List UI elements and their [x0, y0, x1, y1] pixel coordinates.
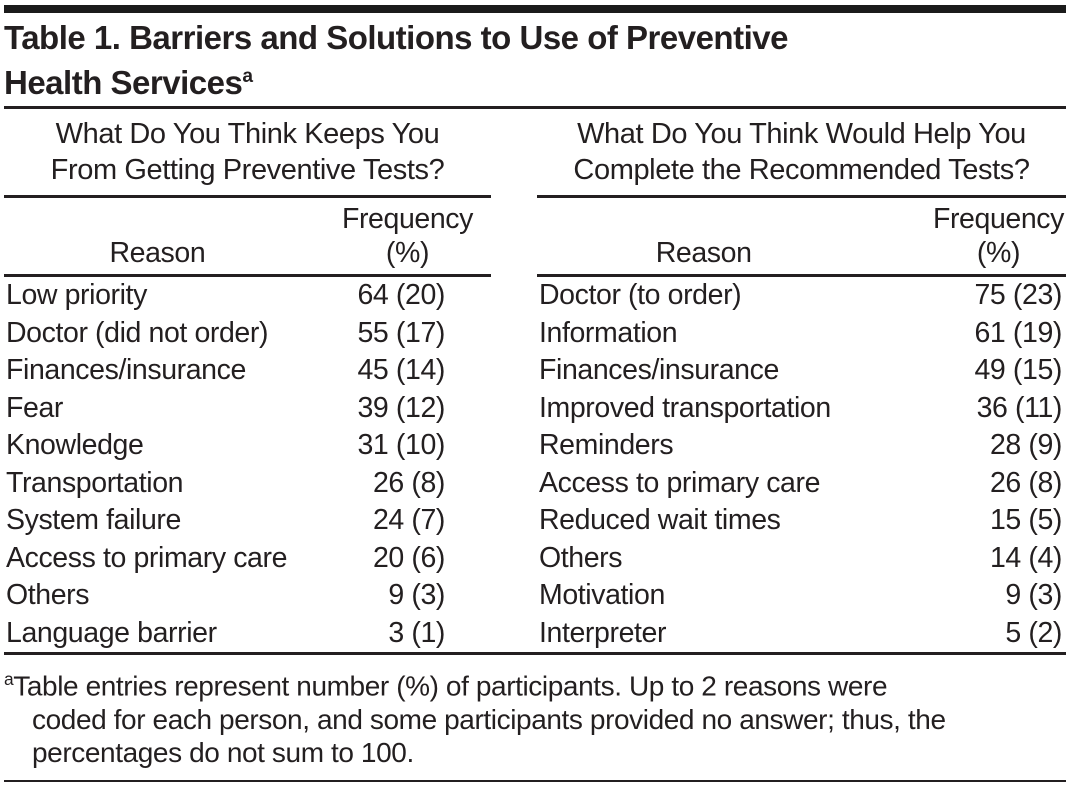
reason-cell: Access to primary care — [6, 541, 288, 574]
frequency-cell: 3 (1) — [388, 616, 445, 649]
solutions-panel: What Do You Think Would Help You Complet… — [537, 109, 1066, 652]
reason-cell: Others — [539, 541, 623, 574]
table-row: Low priority 64 (20) — [4, 277, 491, 315]
table-row: Others 9 (3) — [4, 577, 491, 615]
table-row: Finances/insurance 45 (14) — [4, 352, 491, 390]
table-row: Access to primary care 26 (8) — [537, 465, 1066, 503]
reason-cell: Transportation — [6, 466, 184, 499]
frequency-cell: 45 (14) — [357, 354, 445, 386]
barriers-question-line2: From Getting Preventive Tests? — [50, 154, 445, 186]
barriers-column-header: Reason Frequency (%) — [4, 198, 491, 277]
reason-cell: Doctor (did not order) — [6, 316, 269, 349]
title-divider — [4, 106, 1066, 109]
reason-cell: Reminders — [539, 429, 674, 461]
frequency-cell: 61 (19) — [974, 316, 1062, 349]
reason-cell: Improved transportation — [539, 391, 831, 424]
reason-cell: Others — [6, 579, 90, 611]
solutions-rows: Doctor (to order) 75 (23) Information 61 (1… — [537, 277, 1066, 652]
table-row: Doctor (to order) 75 (23) — [537, 277, 1066, 315]
frequency-cell: 28 (9) — [989, 429, 1062, 461]
table-row: Fear 39 (12) — [4, 390, 491, 428]
table-row: Transportation 26 (8) — [4, 465, 491, 503]
table-row: Improved transportation 36 (11) — [537, 390, 1066, 428]
reason-cell: Motivation — [539, 579, 665, 611]
table-row: System failure 24 (7) — [4, 502, 491, 540]
table-row: Reduced wait times 15 (5) — [537, 502, 1066, 540]
frequency-cell: 64 (20) — [357, 279, 445, 311]
frequency-cell: 39 (12) — [357, 391, 445, 424]
table-title: Table 1. Barriers and Solutions to Use o… — [4, 18, 1066, 102]
solutions-question-line2: Complete the Recommended Tests? — [573, 154, 1030, 186]
frequency-cell: 49 (15) — [974, 354, 1062, 386]
footnote-line: coded for each person, and some particip… — [32, 703, 946, 735]
reason-cell: Doctor (to order) — [539, 279, 742, 311]
table-row: Information 61 (19) — [537, 315, 1066, 353]
reason-cell: Interpreter — [539, 616, 667, 649]
table-title-line1: Table 1. Barriers and Solutions to Use o… — [4, 19, 788, 56]
table-title-line2: Health Servicesa — [4, 64, 253, 101]
reason-column-header: Reason — [655, 237, 752, 269]
reason-cell: Information — [539, 316, 678, 349]
reason-cell: Knowledge — [6, 429, 144, 461]
reason-cell: Access to primary care — [539, 466, 821, 499]
reason-cell: Finances/insurance — [539, 354, 779, 386]
barriers-panel: What Do You Think Keeps You From Getting… — [4, 109, 491, 652]
reason-cell: Reduced wait times — [539, 504, 781, 536]
table-row: Interpreter 5 (2) — [537, 615, 1066, 653]
solutions-question: What Do You Think Would Help You Complet… — [537, 109, 1066, 198]
frequency-column-header: Frequency (%) — [932, 203, 1064, 269]
frequency-cell: 24 (7) — [372, 504, 445, 536]
footnote-marker: a — [4, 669, 14, 689]
table-title-superscript: a — [242, 66, 253, 87]
table-row: Access to primary care 20 (6) — [4, 540, 491, 578]
frequency-cell: 9 (3) — [388, 579, 445, 611]
frequency-cell: 26 (8) — [372, 466, 445, 499]
reason-cell: System failure — [6, 504, 181, 536]
frequency-column-header: Frequency (%) — [341, 203, 473, 269]
body-footnote-divider — [4, 652, 1066, 655]
top-bar-rule — [4, 5, 1066, 13]
frequency-cell: 75 (23) — [974, 279, 1062, 311]
frequency-cell: 14 (4) — [989, 541, 1062, 574]
table-row: Finances/insurance 49 (15) — [537, 352, 1066, 390]
frequency-cell: 20 (6) — [372, 541, 445, 574]
solutions-column-header: Reason Frequency (%) — [537, 198, 1066, 277]
reason-cell: Fear — [6, 391, 64, 424]
frequency-cell: 55 (17) — [357, 316, 445, 349]
frequency-cell: 15 (5) — [989, 504, 1062, 536]
frequency-cell: 5 (2) — [1005, 616, 1062, 649]
table-row: Knowledge 31 (10) — [4, 427, 491, 465]
table-row: Doctor (did not order) 55 (17) — [4, 315, 491, 353]
footnote-line: percentages do not sum to 100. — [32, 737, 414, 769]
barriers-rows: Low priority 64 (20) Doctor (did not order… — [4, 277, 491, 652]
reason-cell: Finances/insurance — [6, 354, 246, 386]
table-row: Others 14 (4) — [537, 540, 1066, 578]
table-row: Motivation 9 (3) — [537, 577, 1066, 615]
reason-cell: Low priority — [6, 279, 147, 311]
reason-column-header: Reason — [109, 237, 206, 269]
frequency-cell: 26 (8) — [989, 466, 1062, 499]
barriers-question: What Do You Think Keeps You From Getting… — [4, 109, 491, 198]
table-footnote: aTable entries represent number (%) of p… — [4, 655, 1066, 780]
frequency-cell: 9 (3) — [1005, 579, 1062, 611]
table-row: Reminders 28 (9) — [537, 427, 1066, 465]
solutions-question-line1: What Do You Think Would Help You — [577, 118, 1026, 150]
footnote-line: aTable entries represent number (%) of p… — [4, 669, 888, 702]
panels-container: What Do You Think Keeps You From Getting… — [4, 109, 1066, 652]
bottom-rule — [4, 779, 1066, 782]
reason-cell: Language barrier — [6, 616, 217, 649]
frequency-cell: 36 (11) — [976, 391, 1063, 424]
frequency-cell: 31 (10) — [357, 429, 445, 461]
barriers-question-line1: What Do You Think Keeps You — [55, 118, 440, 150]
table-row: Language barrier 3 (1) — [4, 615, 491, 653]
